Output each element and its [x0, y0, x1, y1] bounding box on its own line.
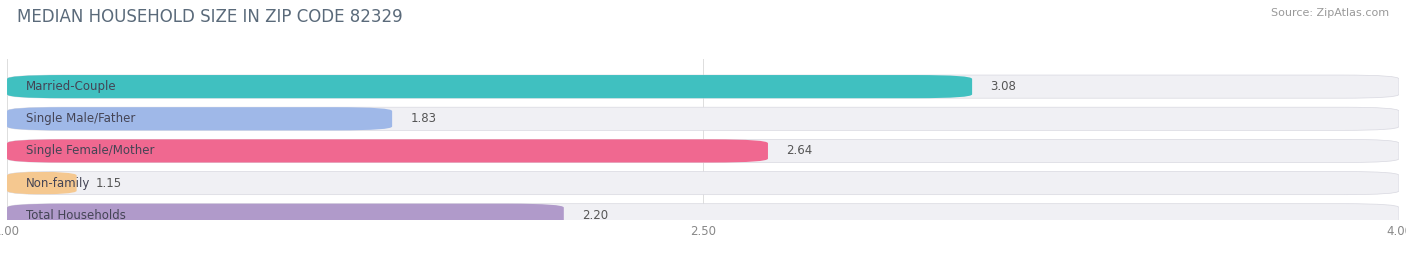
Text: MEDIAN HOUSEHOLD SIZE IN ZIP CODE 82329: MEDIAN HOUSEHOLD SIZE IN ZIP CODE 82329 — [17, 8, 402, 26]
Text: 2.20: 2.20 — [582, 209, 609, 222]
Text: Married-Couple: Married-Couple — [25, 80, 117, 93]
FancyBboxPatch shape — [7, 139, 1399, 162]
FancyBboxPatch shape — [7, 204, 564, 227]
FancyBboxPatch shape — [7, 172, 76, 195]
Text: 1.83: 1.83 — [411, 112, 437, 125]
Text: Non-family: Non-family — [25, 177, 90, 189]
FancyBboxPatch shape — [7, 204, 1399, 227]
FancyBboxPatch shape — [7, 75, 1399, 98]
Text: Source: ZipAtlas.com: Source: ZipAtlas.com — [1271, 8, 1389, 18]
FancyBboxPatch shape — [7, 107, 392, 130]
FancyBboxPatch shape — [7, 139, 768, 162]
Text: Single Male/Father: Single Male/Father — [25, 112, 135, 125]
Text: Single Female/Mother: Single Female/Mother — [25, 144, 155, 157]
FancyBboxPatch shape — [7, 172, 1399, 195]
Text: Total Households: Total Households — [25, 209, 125, 222]
FancyBboxPatch shape — [7, 107, 1399, 130]
Text: 3.08: 3.08 — [991, 80, 1017, 93]
FancyBboxPatch shape — [7, 75, 972, 98]
Text: 2.64: 2.64 — [786, 144, 813, 157]
Text: 1.15: 1.15 — [96, 177, 121, 189]
